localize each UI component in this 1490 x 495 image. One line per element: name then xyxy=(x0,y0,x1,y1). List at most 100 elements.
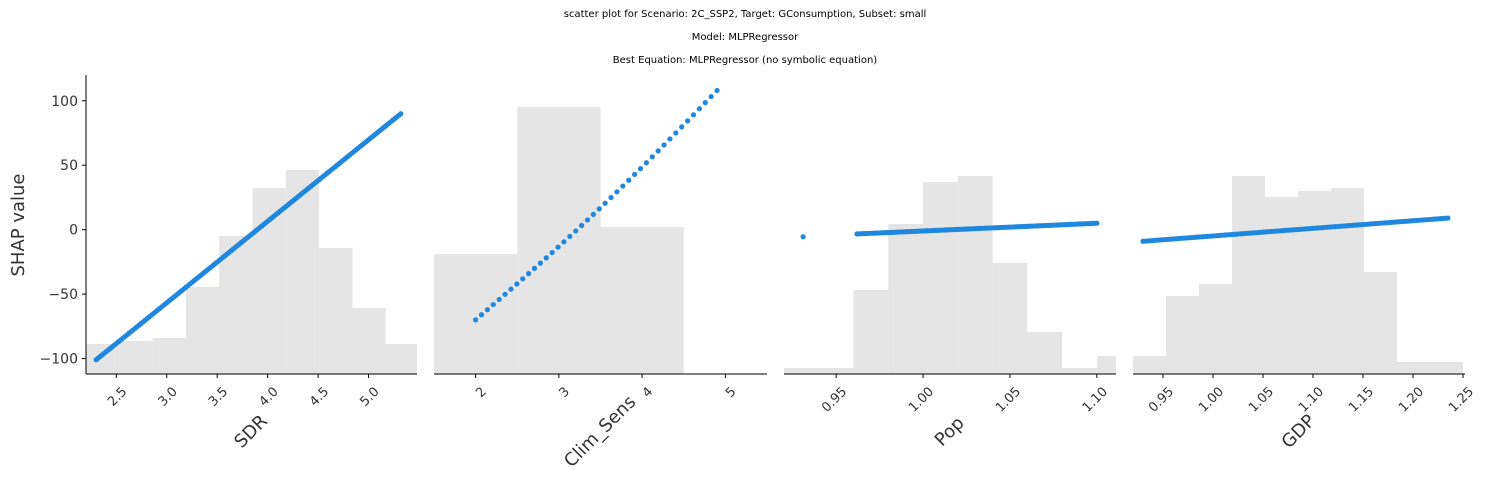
y-tick-label: 100 xyxy=(51,94,78,110)
x-tick-label: 1.05 xyxy=(1246,384,1277,415)
x-tick-label: 3.0 xyxy=(156,384,181,409)
x-tick-label: 0.95 xyxy=(1146,384,1177,415)
histogram-bar xyxy=(923,182,958,374)
data-point xyxy=(473,317,479,323)
data-point xyxy=(596,206,602,212)
data-point xyxy=(579,222,585,229)
data-point xyxy=(690,112,697,118)
histogram-bar xyxy=(185,287,220,374)
x-tick-label: 1.25 xyxy=(1446,384,1477,415)
data-point xyxy=(514,281,520,287)
histogram-bar xyxy=(1096,356,1116,374)
histogram-bar xyxy=(1199,284,1232,374)
histogram-bar xyxy=(1133,356,1166,374)
data-point xyxy=(667,136,673,142)
histogram-bar xyxy=(152,338,186,374)
x-tick-label: 2 xyxy=(473,384,489,400)
data-point xyxy=(643,160,649,166)
data-point xyxy=(649,154,655,160)
histogram-bar xyxy=(1062,368,1097,374)
data-point xyxy=(632,171,638,178)
x-tick-label: 1.00 xyxy=(906,384,937,415)
data-point xyxy=(614,189,620,195)
histogram-bar xyxy=(119,341,153,374)
data-point xyxy=(502,291,508,297)
histogram-bar xyxy=(818,368,854,374)
histogram-bar xyxy=(1298,191,1331,374)
data-point xyxy=(561,239,567,245)
data-point xyxy=(531,265,538,271)
x-tick-label: 0.95 xyxy=(819,384,850,415)
x-tick-label: 1.05 xyxy=(993,384,1024,415)
x-tick-label: 1.10 xyxy=(1080,384,1111,415)
histogram-bar xyxy=(600,227,684,374)
x-tick-label: 1.00 xyxy=(1196,384,1227,415)
histogram-bar xyxy=(1166,296,1199,374)
histogram-bar xyxy=(853,290,889,374)
x-tick-label: 1.10 xyxy=(1296,384,1327,415)
data-point xyxy=(679,124,685,130)
histogram-bar xyxy=(1232,176,1265,374)
data-point xyxy=(537,260,543,266)
x-axis-label: Clim_Sens xyxy=(560,392,640,472)
y-tick-label: 50 xyxy=(60,158,78,174)
data-point xyxy=(567,233,573,240)
x-axis-label: GDP xyxy=(1278,410,1320,452)
x-tick-label: 4 xyxy=(640,384,656,400)
histogram-bar xyxy=(1430,362,1463,374)
x-tick-label: 4.0 xyxy=(256,384,281,409)
x-tick-label: 2.5 xyxy=(105,384,130,409)
histogram-bar xyxy=(252,188,286,374)
data-point xyxy=(620,183,626,189)
histogram-bar xyxy=(86,344,120,374)
histogram-bar xyxy=(434,254,518,374)
x-tick-label: 3.5 xyxy=(206,384,231,409)
data-point xyxy=(590,211,596,218)
histogram-bar xyxy=(385,344,417,374)
histogram-bar xyxy=(517,107,601,374)
x-tick-label: 4.5 xyxy=(307,384,332,409)
histogram-bar xyxy=(1331,188,1364,374)
histogram-bar xyxy=(957,176,993,374)
histogram-bar xyxy=(1397,362,1430,374)
data-point xyxy=(661,142,667,148)
equation-subtitle: Best Equation: MLPRegressor (no symbolic… xyxy=(612,55,878,66)
y-axis-label: SHAP value xyxy=(8,173,29,276)
histogram-bar xyxy=(888,224,924,374)
x-tick-label: 5 xyxy=(723,384,739,400)
data-point xyxy=(685,118,691,124)
y-tick-label: −50 xyxy=(48,287,78,303)
data-point xyxy=(549,249,555,256)
data-point xyxy=(484,307,491,313)
x-tick-label: 1.20 xyxy=(1396,384,1427,415)
x-tick-label: 1.15 xyxy=(1346,384,1377,415)
panel-2: 2 3 4 5 Clim_Sens xyxy=(434,87,767,472)
data-point xyxy=(1094,220,1100,226)
data-point xyxy=(520,276,526,282)
data-point xyxy=(573,228,579,234)
data-point xyxy=(714,87,720,94)
histogram-bar xyxy=(1027,332,1063,374)
data-point xyxy=(626,177,632,183)
panel-1: 2.5 3.0 3.5 4.0 4.5 5.0 SDR 100 50 0 −50 −100 SHAP v… xyxy=(8,75,417,452)
model-subtitle: Model: MLPRegressor xyxy=(691,32,799,43)
y-tick-label: −100 xyxy=(40,352,78,368)
x-tick-label: 5.0 xyxy=(357,384,382,409)
figure-title: scatter plot for Scenario: 2C_SSP2, Targ… xyxy=(563,9,927,20)
data-point xyxy=(602,200,608,206)
panel-3: 0.95 1.00 1.05 1.10 Pop xyxy=(784,176,1116,451)
data-point xyxy=(800,234,806,240)
data-point xyxy=(543,255,549,261)
histogram-bar xyxy=(784,368,819,374)
y-tick-label: 0 xyxy=(69,223,78,239)
data-point xyxy=(702,100,708,106)
x-axis-label: Pop xyxy=(931,413,969,451)
histogram-bar xyxy=(1265,197,1298,374)
x-tick-label: 3 xyxy=(556,384,572,400)
data-point xyxy=(496,296,502,303)
data-point xyxy=(555,244,561,250)
data-point xyxy=(508,286,514,292)
data-point xyxy=(655,148,661,154)
data-point xyxy=(490,301,496,308)
